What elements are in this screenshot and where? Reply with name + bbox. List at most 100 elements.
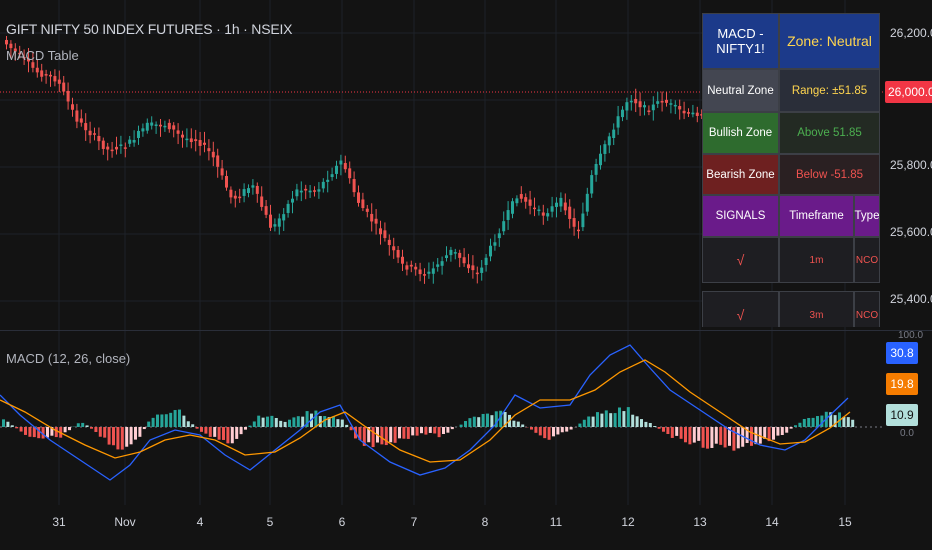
histogram-bar [464,421,467,427]
histogram-bar [204,427,208,434]
histogram-bar [697,427,701,441]
histogram-bar [780,427,784,436]
histogram-bar [596,412,599,427]
signal-timeframe: 3m [779,291,854,327]
candle-body [480,267,484,273]
candle-body [79,118,83,123]
candle-body [326,179,330,182]
candle-body [321,181,325,189]
signal-mark: √ [702,291,779,327]
signal-timeframe: 1m [779,237,854,283]
histogram-bar [345,424,349,427]
histogram-bar [503,412,507,427]
candle-body [414,266,418,270]
histogram-bar [670,427,674,438]
candle-body [660,101,664,103]
histogram-bar [90,427,93,429]
histogram-bar [684,427,687,443]
candle-body [181,134,184,138]
histogram-bar [635,416,639,427]
histogram-bar [719,427,723,445]
candle-body [128,139,132,144]
candle-body [559,197,563,207]
macd-value-badge: 30.8 [886,342,918,364]
candle-body [229,189,233,198]
pane-divider[interactable] [0,330,932,331]
candle-body [247,188,250,193]
candle-body [475,272,479,275]
histogram-bar [772,427,775,440]
histogram-bar [389,427,393,443]
current-price-badge: 26,000.0 [885,81,932,103]
candle-body [282,214,286,221]
candle-body [396,249,400,258]
histogram-bar [200,427,203,432]
candle-body [634,98,638,104]
candle-body [106,146,110,150]
histogram-bar [98,427,102,437]
histogram-bar [37,427,41,439]
candle-body [665,99,668,103]
histogram-bar [807,417,811,427]
histogram-bar [222,427,225,440]
candle-body [401,256,404,264]
candle-body [167,122,171,130]
candle-body [700,114,704,116]
histogram-bar [613,413,617,427]
time-tick: 8 [481,515,489,529]
candle-body [97,135,101,142]
candle-body [5,39,8,45]
candle-body [418,269,422,275]
histogram-bar [521,424,525,427]
candle-body [607,136,611,146]
histogram-bar [85,425,89,427]
histogram-bar [235,427,239,439]
candle-body [49,74,52,77]
histogram-bar [560,427,564,433]
neutral-zone-value: Range: ±51.85 [779,69,880,112]
candle-body [203,142,206,145]
histogram-bar [534,427,538,433]
histogram-bar [274,418,278,427]
candle-body [119,144,123,146]
histogram-bar [332,416,335,427]
histogram-bar [846,417,850,427]
histogram-bar [147,421,151,427]
candle-body [383,230,387,239]
histogram-bar [851,419,855,427]
candle-body [264,206,268,215]
candle-body [211,151,215,158]
histogram-bar [675,427,679,436]
histogram-bar [120,427,124,450]
histogram-bar [657,427,661,429]
candle-body [137,130,140,138]
candle-body [273,224,277,227]
symbol-title[interactable]: GIFT NIFTY 50 INDEX FUTURES · 1h · NSEIX [6,21,293,37]
candle-body [436,264,440,267]
histogram-bar [552,427,555,437]
indicator-label[interactable]: MACD Table [6,48,79,63]
histogram-bar [754,427,758,445]
histogram-bar [32,427,36,438]
histogram-bar [178,409,181,427]
candle-body [317,189,321,192]
histogram-bar [728,427,731,446]
histogram-bar [213,427,217,437]
candle-body [75,110,79,122]
histogram-bar [679,427,683,439]
signal-type: NCO [854,237,880,283]
histogram-bar [420,427,423,434]
histogram-bar [112,427,115,446]
histogram-bar [530,427,533,430]
histogram-bar [736,427,740,449]
candle-body [467,264,470,269]
candle-body [286,203,290,213]
macd-indicator-label[interactable]: MACD (12, 26, close) [6,351,131,366]
candle-body [242,189,246,196]
histogram-bar [24,427,27,435]
candle-body [357,192,360,203]
candle-body [590,175,594,194]
histogram-bar [169,412,173,427]
histogram-bar [318,416,322,427]
candle-body [18,52,22,55]
